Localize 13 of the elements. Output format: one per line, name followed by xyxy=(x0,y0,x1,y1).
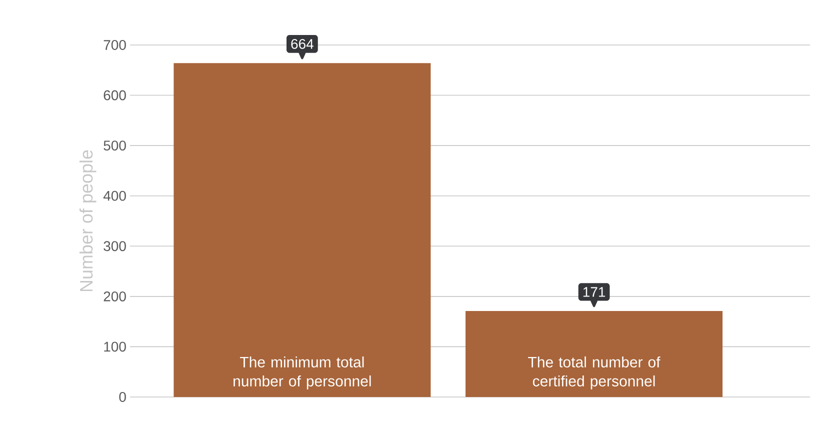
y-tick-label: 200 xyxy=(104,291,126,302)
y-axis-title: Number of people xyxy=(79,150,96,292)
y-tick-label: 100 xyxy=(104,342,126,352)
y-tick-label: 600 xyxy=(104,90,126,100)
y-tick-label: 300 xyxy=(104,241,126,252)
y-tick-label: 500 xyxy=(104,140,126,151)
data-label: 664 xyxy=(291,38,314,49)
x-tick-label: The total number of certified personnel xyxy=(528,356,660,390)
y-tick-label: 0 xyxy=(119,392,126,402)
x-tick-label: The minimum total number of personnel xyxy=(234,356,371,390)
data-label: 171 xyxy=(583,287,606,297)
y-tick-label: 400 xyxy=(103,190,126,201)
y-tick-label: 700 xyxy=(104,40,126,50)
